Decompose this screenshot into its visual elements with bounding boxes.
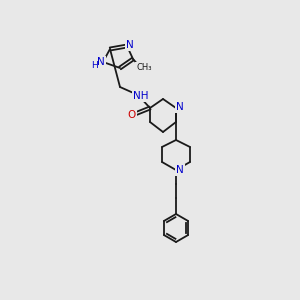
Text: N: N <box>126 40 134 50</box>
Text: N: N <box>176 165 184 175</box>
Text: N: N <box>97 57 105 67</box>
Text: O: O <box>128 110 136 120</box>
Text: NH: NH <box>133 91 149 101</box>
Text: H: H <box>92 61 98 70</box>
Text: CH₃: CH₃ <box>136 62 152 71</box>
Text: N: N <box>176 102 184 112</box>
